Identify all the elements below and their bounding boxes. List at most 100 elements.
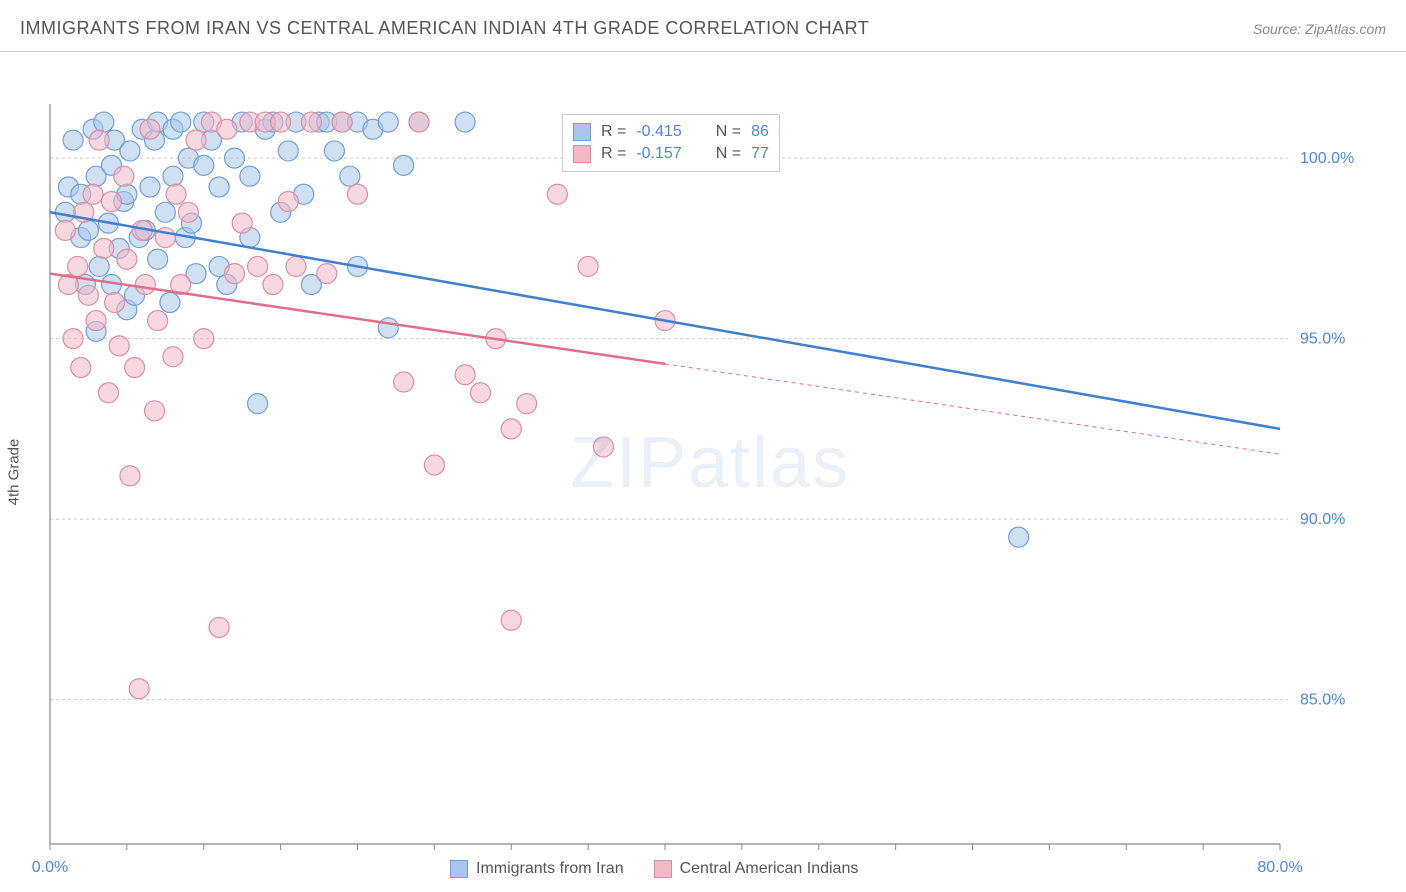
trend-line xyxy=(50,274,665,364)
data-point xyxy=(120,141,140,161)
stat-r-label: R = xyxy=(601,145,626,163)
data-point xyxy=(394,372,414,392)
bottom-legend: Immigrants from Iran Central American Ind… xyxy=(450,860,858,878)
data-point xyxy=(166,184,186,204)
stat-r-value: -0.415 xyxy=(636,123,681,141)
stat-r-label: R = xyxy=(601,123,626,141)
stat-n-label: N = xyxy=(716,123,741,141)
data-point xyxy=(301,112,321,132)
data-point xyxy=(271,112,291,132)
data-point xyxy=(501,610,521,630)
data-point xyxy=(140,177,160,197)
data-point xyxy=(178,202,198,222)
stat-swatch xyxy=(573,145,591,163)
data-point xyxy=(424,455,444,475)
data-point xyxy=(63,329,83,349)
data-point xyxy=(109,336,129,356)
data-point xyxy=(86,311,106,331)
legend-label: Immigrants from Iran xyxy=(476,860,624,878)
data-point xyxy=(225,264,245,284)
chart-area: 4th Grade 85.0%90.0%95.0%100.0%0.0%80.0%… xyxy=(0,52,1406,892)
data-point xyxy=(135,274,155,294)
data-point xyxy=(194,155,214,175)
data-point xyxy=(232,213,252,233)
data-point xyxy=(263,274,283,294)
data-point xyxy=(148,311,168,331)
data-point xyxy=(547,184,567,204)
data-point xyxy=(378,112,398,132)
stat-n-label: N = xyxy=(716,145,741,163)
data-point xyxy=(71,358,91,378)
x-tick-label: 80.0% xyxy=(1257,859,1302,876)
legend-item: Central American Indians xyxy=(654,860,859,878)
data-point xyxy=(471,383,491,403)
data-point xyxy=(578,256,598,276)
stat-n-value: 86 xyxy=(751,123,769,141)
legend-item: Immigrants from Iran xyxy=(450,860,624,878)
data-point xyxy=(83,184,103,204)
data-point xyxy=(145,401,165,421)
y-tick-label: 85.0% xyxy=(1300,692,1345,709)
data-point xyxy=(163,166,183,186)
data-point xyxy=(102,191,122,211)
data-point xyxy=(186,130,206,150)
data-point xyxy=(340,166,360,186)
data-point xyxy=(324,141,344,161)
data-point xyxy=(120,466,140,486)
x-tick-label: 0.0% xyxy=(32,859,68,876)
data-point xyxy=(94,112,114,132)
stat-row: R = -0.157 N = 77 xyxy=(573,143,769,165)
chart-header: IMMIGRANTS FROM IRAN VS CENTRAL AMERICAN… xyxy=(0,0,1406,51)
y-tick-label: 100.0% xyxy=(1300,150,1354,167)
data-point xyxy=(125,358,145,378)
stat-n-value: 77 xyxy=(751,145,769,163)
data-point xyxy=(55,220,75,240)
stat-swatch xyxy=(573,123,591,141)
trend-line-dashed xyxy=(665,364,1280,454)
data-point xyxy=(286,256,306,276)
data-point xyxy=(217,119,237,139)
legend-swatch xyxy=(654,860,672,878)
data-point xyxy=(455,112,475,132)
y-tick-label: 90.0% xyxy=(1300,511,1345,528)
data-point xyxy=(98,383,118,403)
data-point xyxy=(171,112,191,132)
data-point xyxy=(594,437,614,457)
data-point xyxy=(394,155,414,175)
data-point xyxy=(78,220,98,240)
chart-title: IMMIGRANTS FROM IRAN VS CENTRAL AMERICAN… xyxy=(20,18,869,39)
source-label: Source: ZipAtlas.com xyxy=(1253,21,1386,37)
data-point xyxy=(163,347,183,367)
correlation-stat-box: R = -0.415 N = 86 R = -0.157 N = 77 xyxy=(562,114,780,172)
data-point xyxy=(278,141,298,161)
data-point xyxy=(129,679,149,699)
data-point xyxy=(517,394,537,414)
data-point xyxy=(209,617,229,637)
data-point xyxy=(94,238,114,258)
data-point xyxy=(89,256,109,276)
data-point xyxy=(240,166,260,186)
data-point xyxy=(117,249,137,269)
data-point xyxy=(378,318,398,338)
data-point xyxy=(278,191,298,211)
data-point xyxy=(140,119,160,139)
y-tick-label: 95.0% xyxy=(1300,331,1345,348)
data-point xyxy=(1009,527,1029,547)
data-point xyxy=(89,130,109,150)
data-point xyxy=(209,177,229,197)
data-point xyxy=(68,256,88,276)
data-point xyxy=(248,394,268,414)
data-point xyxy=(501,419,521,439)
data-point xyxy=(114,166,134,186)
data-point xyxy=(148,249,168,269)
data-point xyxy=(63,130,83,150)
trend-line xyxy=(50,212,1280,429)
data-point xyxy=(317,264,337,284)
data-point xyxy=(155,202,175,222)
data-point xyxy=(55,202,75,222)
scatter-chart-svg: 85.0% 90.0% 95.0% 100.0% 0.0% 80.0% xyxy=(0,52,1406,892)
data-point xyxy=(78,285,98,305)
data-point xyxy=(194,329,214,349)
stat-row: R = -0.415 N = 86 xyxy=(573,121,769,143)
stat-r-value: -0.157 xyxy=(636,145,681,163)
